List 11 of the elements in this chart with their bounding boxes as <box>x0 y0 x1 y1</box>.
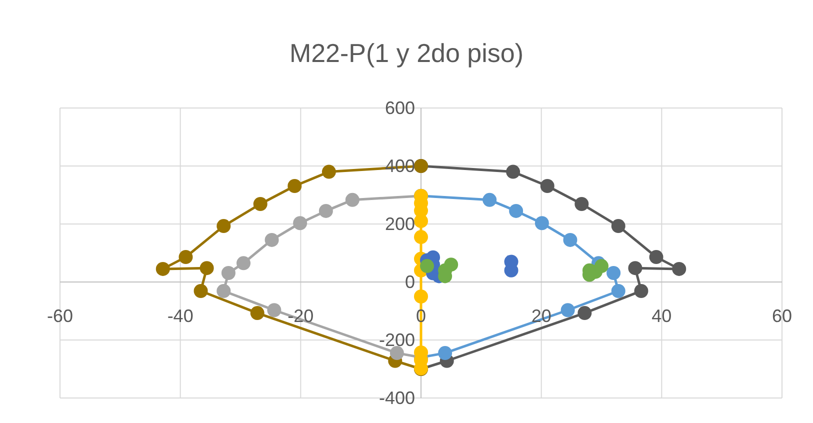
y-tick-label: 200 <box>384 214 415 234</box>
x-tick-label: -20 <box>288 306 314 326</box>
chart-title: M22-P(1 y 2do piso) <box>289 38 524 68</box>
y-tick-label: 0 <box>404 272 415 292</box>
x-tick-label: 40 <box>652 306 672 326</box>
y-tick-label: 600 <box>384 98 415 118</box>
x-tick-label: -40 <box>167 306 194 326</box>
x-tick-label: 60 <box>772 306 792 326</box>
y-tick-label: -400 <box>378 388 415 408</box>
x-tick-label: -60 <box>46 306 74 326</box>
y-tick-label: -200 <box>378 330 415 350</box>
